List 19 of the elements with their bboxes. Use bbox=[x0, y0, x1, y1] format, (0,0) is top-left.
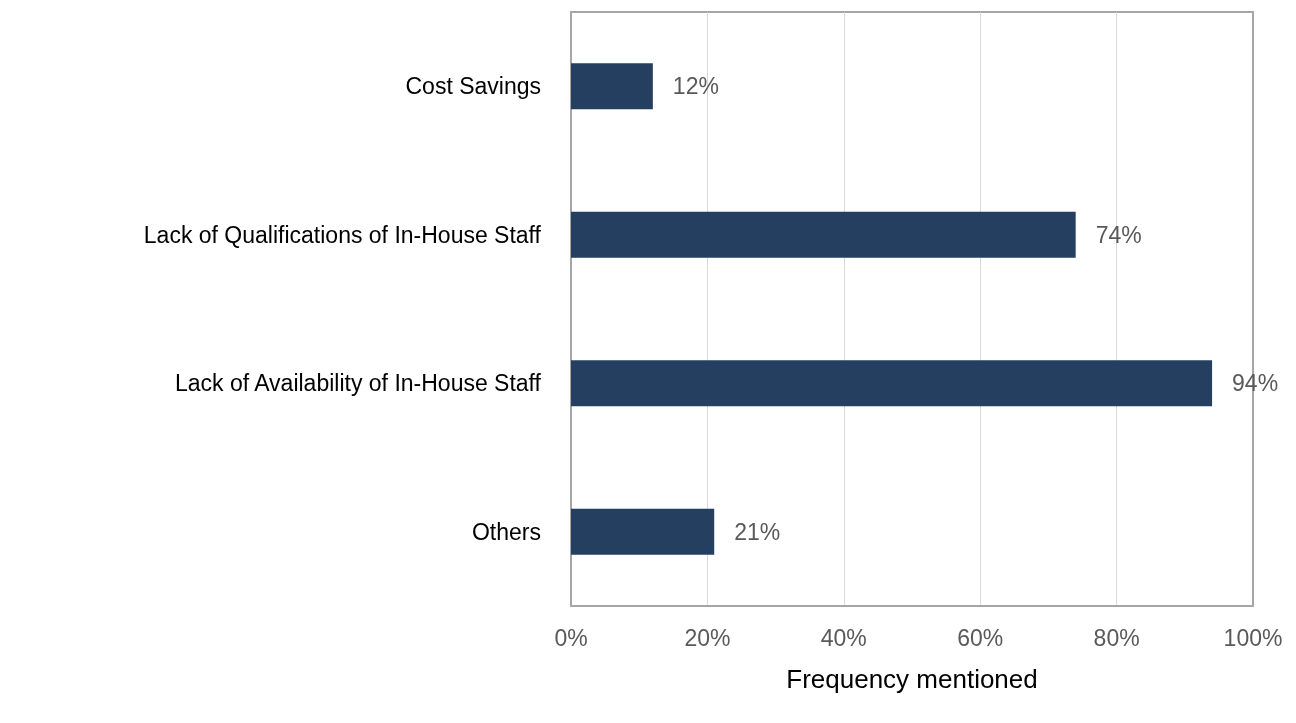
y-tick-label: Cost Savings bbox=[405, 73, 541, 100]
x-tick-label: 60% bbox=[957, 624, 1004, 651]
data-label: 21% bbox=[734, 518, 781, 545]
data-label: 94% bbox=[1232, 370, 1279, 397]
y-tick-label: Lack of Qualifications of In-House Staff bbox=[143, 221, 542, 248]
data-label: 12% bbox=[672, 73, 719, 100]
x-tick-label: 0% bbox=[554, 624, 588, 651]
y-tick-label: Lack of Availability of In-House Staff bbox=[174, 370, 542, 397]
bar bbox=[571, 360, 1213, 407]
x-axis-title: Frequency mentioned bbox=[786, 664, 1038, 694]
y-tick-label: Others bbox=[471, 518, 541, 545]
bar bbox=[571, 211, 1076, 258]
data-label: 74% bbox=[1095, 221, 1142, 248]
x-tick-label: 20% bbox=[684, 624, 731, 651]
x-tick-label: 40% bbox=[820, 624, 867, 651]
x-tick-label: 100% bbox=[1223, 624, 1283, 651]
bar bbox=[571, 508, 715, 555]
x-tick-label: 80% bbox=[1093, 624, 1140, 651]
bar bbox=[571, 63, 653, 110]
